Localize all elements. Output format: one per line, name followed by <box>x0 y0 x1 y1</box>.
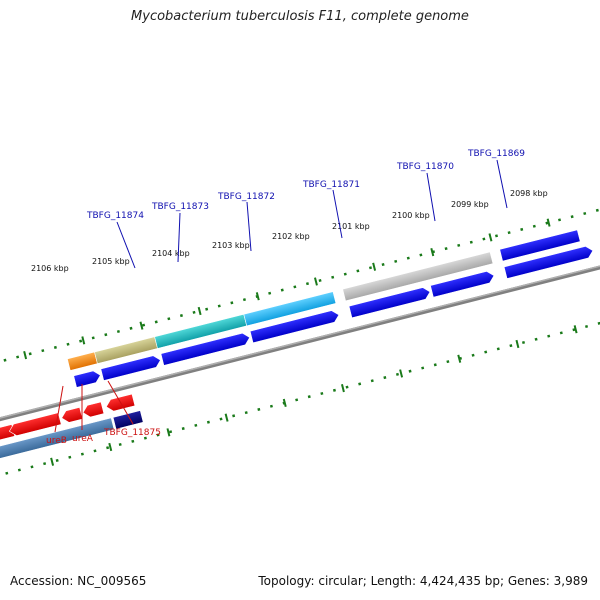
forward-gene-labels: TBFG_11874 TBFG_11873 TBFG_11872 TBFG_11… <box>86 149 525 221</box>
gene-label-TBFG_11873[interactable]: TBFG_11873 <box>151 202 209 212</box>
feature-navy[interactable] <box>112 410 144 430</box>
cds-reverse-ureA-1[interactable] <box>60 406 83 424</box>
tick-track-upper <box>0 187 600 381</box>
gene-label-TBFG_11871[interactable]: TBFG_11871 <box>302 180 360 190</box>
feature-orange[interactable] <box>66 351 98 371</box>
gene-label-TBFG_11875[interactable]: TBFG_11875 <box>103 428 161 438</box>
kbp-label-2098: 2098 kbp <box>510 189 548 198</box>
cds-reverse-ureB[interactable] <box>8 412 62 437</box>
cds-forward-2[interactable] <box>100 354 162 381</box>
gene-label-TBFG_11869[interactable]: TBFG_11869 <box>467 149 525 159</box>
kbp-label-2106: 2106 kbp <box>31 264 69 273</box>
kbp-label-2101: 2101 kbp <box>332 222 370 231</box>
cds-reverse-ureA-2[interactable] <box>82 401 105 419</box>
feature-steel[interactable] <box>0 417 115 467</box>
gene-label-TBFG_11874[interactable]: TBFG_11874 <box>86 211 144 221</box>
genome-stats: Topology: circular; Length: 4,424,435 bp… <box>258 574 588 588</box>
cds-forward-1[interactable] <box>73 369 102 388</box>
accession-label: Accession: NC_009565 <box>10 574 147 588</box>
feature-blue-end[interactable] <box>499 229 581 262</box>
cds-reverse-1[interactable] <box>0 424 16 450</box>
cds-reverse-3[interactable] <box>105 393 136 413</box>
cds-forward-3[interactable] <box>160 332 251 366</box>
gene-label-TBFG_11872[interactable]: TBFG_11872 <box>217 192 275 202</box>
major-ticks-lower <box>50 325 578 466</box>
feature-sky[interactable] <box>243 291 337 327</box>
cds-forward-5[interactable] <box>348 286 431 319</box>
forward-cds-row <box>73 245 594 388</box>
kbp-label-2099: 2099 kbp <box>451 200 489 209</box>
kbp-tick-labels: 2106 kbp 2105 kbp 2104 kbp 2103 kbp 2102… <box>31 189 548 273</box>
kbp-label-2102: 2102 kbp <box>272 232 310 241</box>
major-ticks-upper <box>23 218 551 360</box>
forward-gene-leaders <box>116 159 508 269</box>
kbp-label-2100: 2100 kbp <box>392 211 430 220</box>
gene-label-ureA[interactable]: ureA <box>72 434 94 444</box>
map-title: Mycobacterium tuberculosis F11, complete… <box>131 9 469 24</box>
kbp-label-2105: 2105 kbp <box>92 257 130 266</box>
cds-forward-6[interactable] <box>430 270 495 298</box>
feature-grey[interactable] <box>342 251 494 302</box>
kbp-label-2103: 2103 kbp <box>212 241 250 250</box>
kbp-label-2104: 2104 kbp <box>152 249 190 258</box>
tick-track-lower <box>0 293 600 488</box>
gene-label-ureB[interactable]: ureB <box>46 436 67 446</box>
gene-label-TBFG_11870[interactable]: TBFG_11870 <box>396 162 454 172</box>
cds-forward-7[interactable] <box>503 245 594 279</box>
feature-row-lower <box>0 410 144 467</box>
reverse-gene-leaders <box>54 380 134 433</box>
feature-row-upper <box>66 229 581 371</box>
reverse-gene-labels: ureB ureA TBFG_11875 <box>46 428 161 446</box>
genome-backbone <box>0 240 600 436</box>
cds-forward-4[interactable] <box>249 309 340 344</box>
